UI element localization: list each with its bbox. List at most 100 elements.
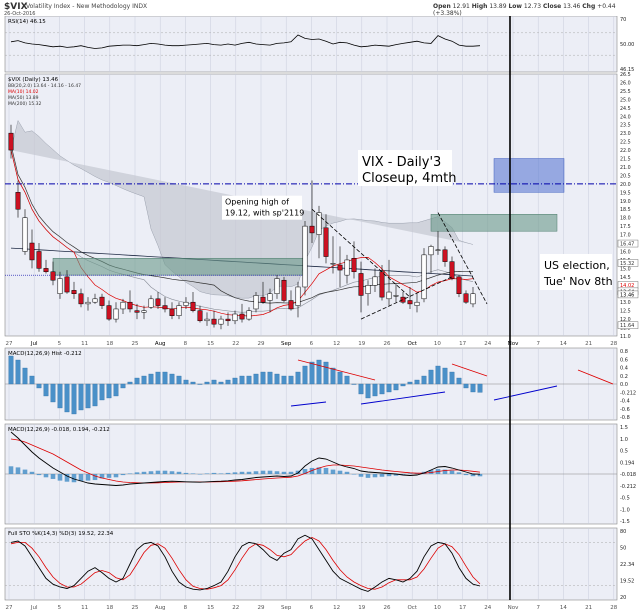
macd-hist-echo — [71, 474, 77, 483]
macd-hist-echo — [260, 470, 266, 474]
macd-hist-echo — [15, 467, 21, 474]
price-badge-label: 16.47 — [620, 242, 634, 248]
macd-hist-echo — [477, 474, 483, 477]
macd-hist-bar — [29, 375, 35, 385]
candle-body — [169, 308, 175, 316]
close-value: 13.46 — [563, 3, 581, 10]
candle-body — [260, 296, 266, 303]
price-axis-label: 12.5 — [620, 309, 631, 315]
macd-hist-echo — [29, 471, 35, 474]
x-tick-label-bottom: 26 — [384, 605, 391, 611]
macd-hist-echo — [309, 467, 315, 474]
price-badge-label: 15.32 — [620, 261, 634, 267]
macd-hist-echo — [267, 470, 273, 474]
macd-hist-bar — [43, 383, 49, 397]
candle-body — [225, 318, 231, 322]
x-tick-label-bottom: 11 — [81, 605, 88, 611]
candle-body — [211, 318, 217, 325]
macd-hist-bar — [351, 383, 357, 385]
macd-hist-bar — [155, 371, 161, 385]
candle-body — [141, 310, 147, 313]
annotation-box — [540, 254, 612, 290]
stoch-axis-label: 22.34 — [620, 562, 634, 568]
hist-div-line — [451, 363, 488, 377]
macd-hist-echo — [281, 471, 287, 474]
macd-hist-bar — [225, 379, 231, 385]
macd-hist-bar — [344, 375, 350, 385]
x-tick-label-bottom: 24 — [484, 605, 491, 611]
macd-hist-bar — [85, 383, 91, 409]
x-tick-label-bottom: Nov — [508, 605, 519, 611]
x-tick-label: 12 — [333, 341, 340, 347]
symbol: $VIX — [4, 2, 28, 12]
macd-hist-echo — [197, 474, 203, 475]
macd-hist-echo — [358, 474, 364, 477]
x-tick-label-bottom: 22 — [232, 605, 239, 611]
macd-hist-echo — [218, 473, 224, 474]
macd-hist-bar — [239, 375, 245, 385]
macd-hist-axis-label: 0.8 — [620, 349, 628, 355]
low-value: 12.73 — [523, 3, 542, 10]
macd-hist-echo — [274, 471, 280, 474]
macd-hist-echo — [190, 473, 196, 474]
macd-hist-echo — [162, 470, 168, 474]
x-tick-label: 15 — [207, 341, 214, 347]
price-axis-label: 19.0 — [620, 199, 631, 205]
candle-body — [36, 251, 42, 269]
x-tick-label: 10 — [434, 341, 441, 347]
x-tick-label-bottom: 18 — [106, 605, 113, 611]
stoch-axis-label: 19.52 — [620, 579, 634, 585]
macd-hist-echo — [246, 471, 252, 474]
x-tick-label: 11 — [81, 341, 88, 347]
macd-hist-bar — [337, 371, 343, 385]
x-tick-label-bottom: 15 — [207, 605, 214, 611]
macd-hist-bar — [428, 369, 434, 385]
price-axis-label: 18.5 — [620, 207, 631, 213]
x-tick-label-bottom: 8 — [184, 605, 188, 611]
macd-hist-bar — [449, 371, 455, 385]
macd-axis-label: 1.5 — [620, 425, 628, 431]
price-axis-label: 22.5 — [620, 140, 631, 146]
macd-hist-echo — [204, 473, 210, 474]
chg-value: +0.44 (+3.38%) — [433, 3, 616, 17]
macd-hist-echo — [134, 472, 140, 474]
macd-hist-bar — [78, 383, 84, 411]
macd-axis-label: 1.0 — [620, 437, 628, 443]
rsi-axis-label: 50.00 — [620, 42, 634, 48]
candle-body — [379, 271, 385, 298]
macd-hist-echo — [442, 469, 448, 474]
macd-hist-bar — [393, 383, 399, 391]
annotation-title: VIX - Daily'3 — [362, 155, 441, 170]
macd-hist-echo — [393, 474, 399, 476]
macd-hist-echo — [386, 474, 392, 477]
candle-body — [274, 278, 280, 294]
x-tick-label-bottom: 6 — [310, 605, 314, 611]
chg-label: Chg — [582, 3, 596, 10]
x-tick-label: 29 — [258, 341, 265, 347]
macd-hist-bar — [15, 359, 21, 385]
macd-hist-bar — [316, 359, 322, 385]
x-tick-label: 5 — [58, 341, 62, 347]
macd-hist-bar — [197, 383, 203, 385]
x-tick-label: 28 — [610, 341, 617, 347]
candle-body — [190, 301, 196, 311]
candle-body — [323, 227, 329, 257]
macd-hist-echo — [8, 466, 14, 474]
rsi-line — [10, 34, 481, 49]
x-tick-label: 14 — [560, 341, 567, 347]
annotation-election: US election, — [544, 259, 610, 272]
macd-hist-bar — [309, 361, 315, 385]
stoch-k-line — [10, 534, 481, 592]
candle-body — [449, 261, 455, 279]
macd-hist-bar — [190, 381, 196, 385]
macd-hist-bar — [281, 375, 287, 385]
hist-forecast-line — [493, 385, 558, 401]
price-badge — [617, 259, 639, 267]
price-axis-label: 26.0 — [620, 80, 631, 86]
macd-hist-bar — [64, 383, 70, 413]
annotation-opening-high: Opening high of — [225, 198, 289, 207]
macd-hist-bar — [36, 383, 42, 389]
candle-body — [239, 313, 245, 320]
macd-hist-axis-label: 0.0 — [620, 382, 628, 388]
candle-body — [246, 310, 252, 320]
